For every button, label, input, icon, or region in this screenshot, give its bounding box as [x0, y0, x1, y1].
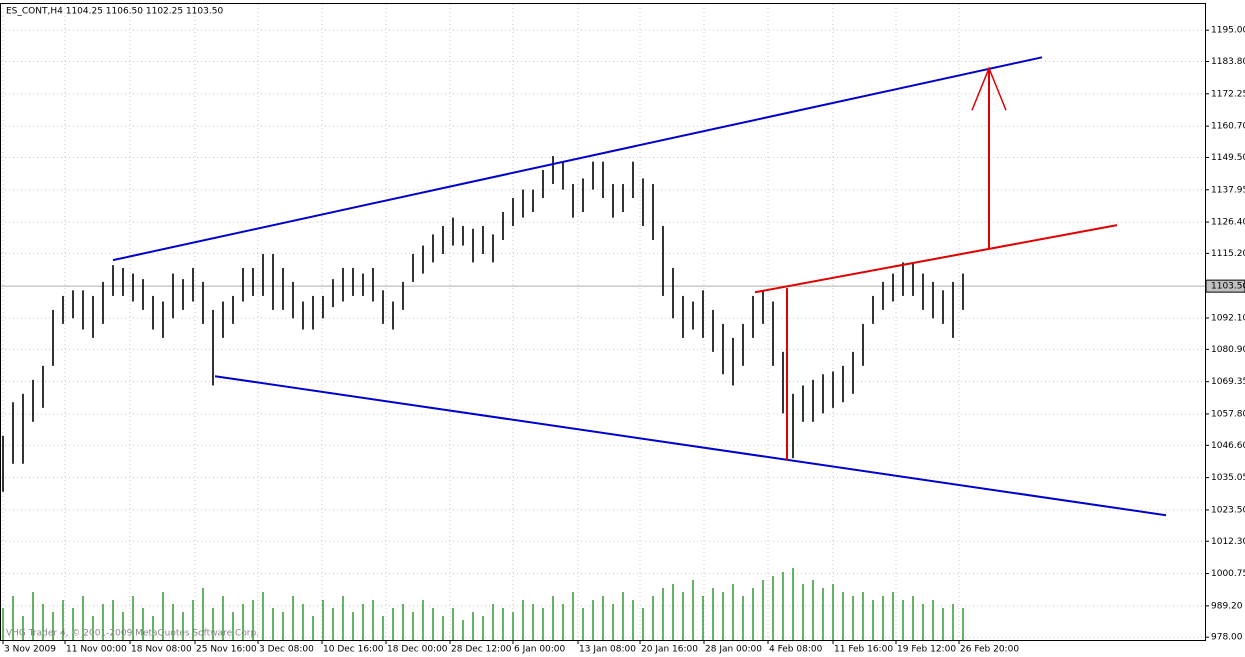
y-tick-label: 1080.90 [1211, 345, 1245, 355]
y-tick-label: 1160.70 [1211, 122, 1245, 132]
y-tick-label: 1046.60 [1211, 441, 1245, 451]
x-tick-label: 18 Nov 08:00 [131, 645, 192, 655]
x-tick-label: 3 Dec 08:00 [259, 645, 314, 655]
x-tick-label: 11 Feb 16:00 [834, 645, 893, 655]
y-tick-label: 1012.30 [1211, 537, 1245, 547]
x-tick-label: 3 Nov 2009 [4, 645, 56, 655]
copyright: VHG Trader 4, © 2001-2009 MetaQuotes Sof… [6, 629, 259, 639]
last-price-box [1205, 279, 1245, 293]
x-tick-label: 18 Dec 00:00 [387, 645, 448, 655]
x-tick-label: 28 Jan 00:00 [705, 645, 762, 655]
y-tick-label: 1137.95 [1211, 185, 1245, 195]
chart-title: ES_CONT,H4 1104.25 1106.50 1102.25 1103.… [6, 7, 223, 17]
x-tick-label: 28 Dec 12:00 [451, 645, 512, 655]
y-tick-label: 1103.50 [1211, 282, 1245, 292]
y-tick-label: 978.00 [1211, 633, 1243, 643]
y-tick-label: 1149.50 [1211, 153, 1245, 163]
y-tick-label: 1057.80 [1211, 409, 1245, 419]
y-tick-label: 989.20 [1211, 601, 1243, 611]
y-tick-label: 1172.25 [1211, 89, 1245, 99]
x-tick-label: 26 Feb 20:00 [960, 645, 1019, 655]
trend-line [112, 56, 1043, 262]
y-tick-label: 1000.75 [1211, 569, 1245, 579]
x-tick-label: 6 Jan 00:00 [514, 645, 566, 655]
y-tick-label: 1069.35 [1211, 377, 1245, 387]
x-tick-label: 11 Nov 00:00 [66, 645, 127, 655]
y-tick-label: 1035.05 [1211, 473, 1245, 483]
trend-line [754, 224, 1118, 294]
y-tick-label: 1195.00 [1211, 26, 1245, 36]
x-tick-label: 13 Jan 08:00 [579, 645, 636, 655]
x-tick-label: 4 Feb 08:00 [769, 645, 823, 655]
x-tick-label: 20 Jan 16:00 [641, 645, 698, 655]
trend-line [214, 375, 1167, 517]
y-tick-label: 1183.80 [1211, 57, 1245, 67]
x-tick-label: 19 Feb 12:00 [897, 645, 956, 655]
y-tick-label: 1092.10 [1211, 314, 1245, 324]
x-tick-label: 10 Dec 16:00 [323, 645, 384, 655]
x-tick-label: 25 Nov 16:00 [196, 645, 257, 655]
y-tick-label: 1126.40 [1211, 218, 1245, 228]
y-tick-label: 1023.50 [1211, 505, 1245, 515]
y-tick-label: 1115.20 [1211, 249, 1245, 259]
arrow-head [971, 66, 1007, 111]
plot-frame [0, 3, 1206, 641]
